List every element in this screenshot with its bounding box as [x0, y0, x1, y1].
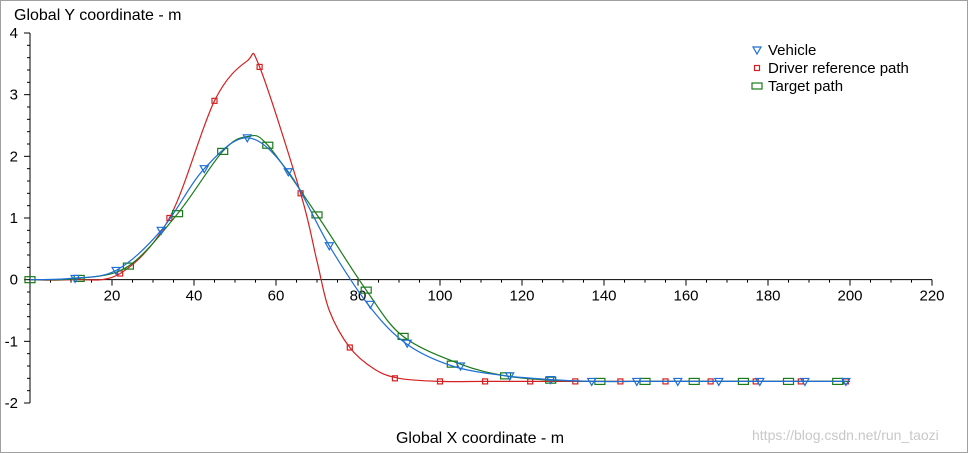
vehicle-marker — [324, 242, 335, 251]
vehicle-marker — [504, 372, 515, 382]
y-tick-label: 2 — [10, 148, 18, 165]
y-tick-label: -1 — [5, 333, 18, 350]
vehicle-marker — [840, 377, 851, 387]
vehicle-marker — [672, 377, 683, 387]
vehicle-marker — [799, 377, 810, 387]
y-axis-title: Global Y coordinate - m — [14, 7, 182, 24]
x-tick-label: 180 — [755, 288, 780, 305]
driver-ref-legend-label: Driver reference path — [768, 60, 909, 77]
y-tick-label: 1 — [10, 210, 18, 227]
y-tick-label: 3 — [10, 87, 18, 104]
driver-ref-marker — [436, 378, 444, 385]
vehicle-marker — [631, 377, 642, 387]
target-marker — [217, 147, 229, 155]
target-legend-label: Target path — [768, 78, 843, 95]
driver-ref-marker — [256, 63, 263, 71]
x-tick-label: 160 — [673, 288, 698, 305]
target-marker — [397, 332, 409, 340]
x-tick-label: 100 — [427, 288, 452, 305]
x-tick-label: 40 — [186, 288, 203, 305]
vehicle-legend-marker — [751, 46, 763, 56]
x-tick-label: 60 — [268, 288, 285, 305]
vehicle-marker — [545, 375, 556, 385]
vehicle-marker — [754, 377, 765, 387]
series-layer — [24, 52, 851, 387]
y-tick-label: -2 — [5, 395, 18, 412]
vehicle-marker — [365, 300, 376, 310]
vehicle-marker — [713, 377, 724, 387]
vehicle-marker — [455, 362, 466, 372]
vehicle-marker — [586, 377, 597, 387]
driver-ref-marker — [482, 378, 489, 385]
vehicle-series — [29, 134, 851, 387]
x-tick-label: 20 — [104, 288, 121, 305]
x-tick-label: 120 — [509, 288, 534, 305]
target-marker — [311, 211, 323, 219]
vehicle-marker — [111, 266, 122, 276]
target-marker — [360, 286, 372, 294]
driver-ref-marker — [346, 344, 353, 351]
x-tick-label: 140 — [591, 288, 616, 305]
vehicle-marker — [70, 274, 81, 284]
x-tick-label: 200 — [837, 288, 862, 305]
y-tick-label: 4 — [10, 25, 18, 42]
target-legend-marker — [751, 82, 763, 90]
vehicle-marker — [402, 339, 413, 349]
x-tick-label: 80 — [350, 288, 367, 305]
vehicle-legend-label: Vehicle — [768, 42, 816, 59]
target-marker — [172, 210, 184, 218]
driver-ref-marker — [211, 97, 218, 104]
vehicle-marker — [156, 226, 167, 236]
y-tick-label: 0 — [10, 272, 18, 289]
driver-ref-legend-marker — [753, 64, 761, 72]
vehicle-marker — [199, 165, 210, 174]
x-axis-title: Global X coordinate - m — [396, 430, 564, 447]
axes: 4 3 2 1 0 -1 -2 20 40 60 80 100 120 140 160 180 200 220 — [5, 25, 945, 412]
target-line — [29, 134, 850, 383]
driver-ref-series — [29, 52, 850, 385]
watermark-text: https://blog.csdn.net/run_taozi — [752, 427, 939, 443]
driver-ref-marker — [391, 375, 398, 382]
x-tick-label: 220 — [919, 288, 944, 305]
driver-ref-line — [29, 52, 846, 383]
target-series — [24, 134, 850, 386]
vehicle-marker — [283, 168, 294, 177]
vehicle-marker — [242, 134, 253, 144]
vehicle-line — [29, 137, 846, 383]
